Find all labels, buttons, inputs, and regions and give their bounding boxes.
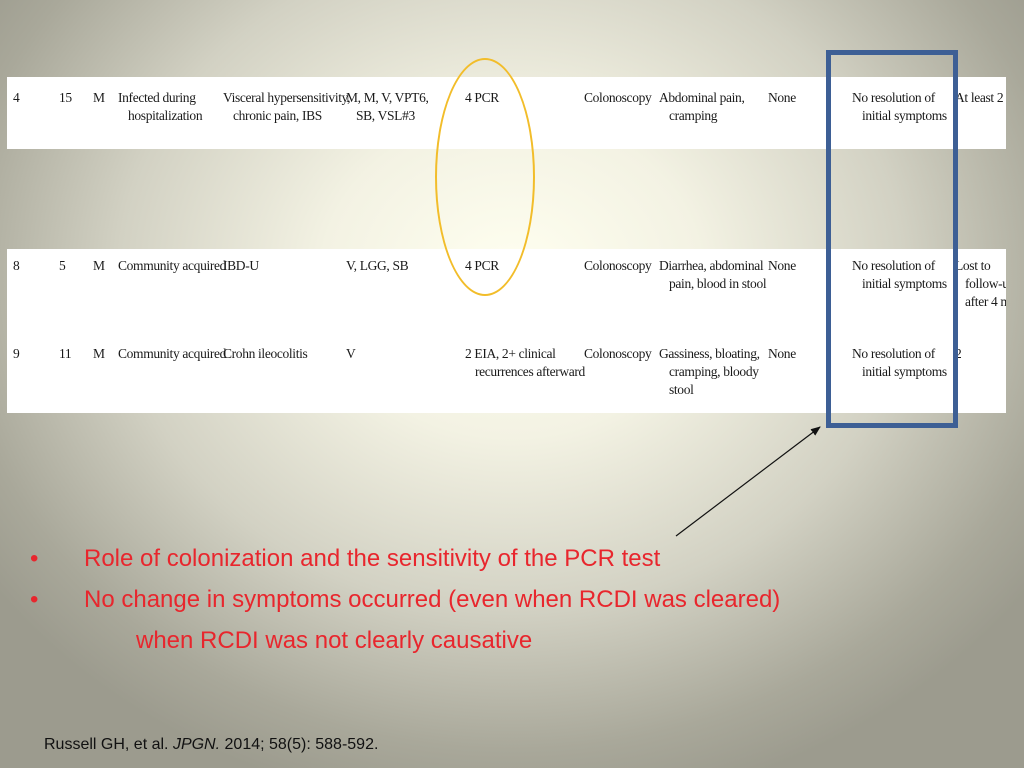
table-cell-line: 2 EIA, 2+ clinical bbox=[465, 346, 556, 361]
table-cell-line: SB, VSL#3 bbox=[356, 108, 415, 123]
table-cell-age: 11 bbox=[59, 346, 72, 361]
table-cell-complications: None bbox=[768, 257, 796, 275]
table-cell-line: Crohn ileocolitis bbox=[223, 346, 308, 361]
citation-details: 2014; 58(5): 588-592. bbox=[224, 736, 379, 753]
table-cell-line: Infected during bbox=[118, 90, 196, 105]
bullet-marker: • bbox=[30, 545, 39, 572]
table-cell-line: cramping, bloody bbox=[669, 364, 759, 379]
table-excerpt-bottom: 8 5 M Community acquired IBD-U V, LGG, SB 4 PC… bbox=[7, 249, 1006, 413]
bullet-text: No change in symptoms occurred (even whe… bbox=[84, 586, 781, 613]
table-cell-sex: M bbox=[93, 258, 105, 273]
table-cell-complications: None bbox=[768, 345, 796, 363]
table-cell-age: 15 bbox=[59, 90, 72, 105]
table-cell-treatment: V, LGG, SB bbox=[346, 257, 409, 275]
table-cell-history: Visceral hypersensitivity, chronic pain, … bbox=[223, 89, 351, 125]
table-cell-line: initial symptoms bbox=[862, 276, 947, 291]
table-cell-outcome: No resolution of initial symptoms bbox=[852, 257, 947, 293]
bullet-item-no-change: • No change in symptoms occurred (even w… bbox=[30, 579, 1010, 661]
table-cell-line: initial symptoms bbox=[862, 364, 947, 379]
table-cell-line: cramping bbox=[669, 108, 718, 123]
table-cell-age: 5 bbox=[59, 258, 66, 273]
table-cell-line: 2 bbox=[955, 346, 962, 361]
table-cell-line: initial symptoms bbox=[862, 108, 947, 123]
table-cell-followup: Lost to follow-up after 4 mo bbox=[955, 257, 1006, 311]
citation: Russell GH, et al. JPGN. 2014; 58(5): 58… bbox=[44, 736, 378, 754]
table-cell-outcome: No resolution of initial symptoms bbox=[852, 345, 947, 381]
table-cell-line: Community acquired bbox=[118, 258, 227, 273]
table-cell-modality: Colonoscopy bbox=[584, 345, 652, 363]
table-cell-line: hospitalization bbox=[128, 108, 203, 123]
table-cell-line: Gassiness, bloating, bbox=[659, 346, 760, 361]
table-cell-case: 4 bbox=[13, 90, 20, 105]
table-cell-line: Community acquired bbox=[118, 346, 227, 361]
table-cell-line: None bbox=[768, 90, 796, 105]
callout-arrow-line bbox=[675, 426, 821, 537]
table-cell-line: Diarrhea, abdominal bbox=[659, 258, 764, 273]
table-cell-line: recurrences afterward bbox=[475, 364, 585, 379]
table-cell-line: Lost to bbox=[955, 258, 991, 273]
table-cell-diagnostic: 2 EIA, 2+ clinical recurrences afterward bbox=[465, 345, 585, 381]
bullet-list: • Role of colonization and the sensitivi… bbox=[30, 538, 1010, 661]
table-cell-complications: None bbox=[768, 89, 796, 107]
citation-journal: JPGN. bbox=[172, 736, 221, 753]
citation-authors: Russell GH, et al. bbox=[44, 736, 169, 753]
outcome-column-highlight-box bbox=[826, 50, 958, 428]
table-cell-sex: M bbox=[93, 346, 105, 361]
diagnostic-test-highlight-oval bbox=[435, 58, 535, 296]
table-cell-acquisition: Community acquired bbox=[118, 345, 226, 363]
table-cell-line: V bbox=[346, 346, 356, 361]
table-cell-outcome: No resolution of initial symptoms bbox=[852, 89, 947, 125]
table-cell-line: M, M, V, VPT6, bbox=[346, 90, 429, 105]
table-cell-acquisition: Community acquired bbox=[118, 257, 226, 275]
table-cell-line: Colonoscopy bbox=[584, 346, 652, 361]
table-cell-line: Abdominal pain, bbox=[659, 90, 745, 105]
bullet-text: Role of colonization and the sensitivity… bbox=[84, 545, 661, 572]
table-cell-case: 9 bbox=[13, 346, 20, 361]
table-cell-line: None bbox=[768, 258, 796, 273]
table-cell-line: IBD-U bbox=[223, 258, 259, 273]
table-cell-line: No resolution of bbox=[852, 258, 935, 273]
table-cell-line: V, LGG, SB bbox=[346, 258, 409, 273]
table-cell-symptoms: Gassiness, bloating, cramping, bloody stoo… bbox=[659, 345, 760, 399]
table-cell-line: No resolution of bbox=[852, 90, 935, 105]
table-cell-line: pain, blood in stool bbox=[669, 276, 767, 291]
table-cell-line: follow-up bbox=[965, 276, 1006, 291]
table-cell-line: after 4 mo bbox=[965, 294, 1006, 309]
table-cell-followup: At least 2 bbox=[955, 89, 1004, 107]
table-cell-modality: Colonoscopy bbox=[584, 257, 652, 275]
table-cell-sex: M bbox=[93, 90, 105, 105]
table-cell-symptoms: Abdominal pain, cramping bbox=[659, 89, 745, 125]
table-cell-line: Colonoscopy bbox=[584, 258, 652, 273]
table-cell-symptoms: Diarrhea, abdominal pain, blood in stool bbox=[659, 257, 767, 293]
table-cell-history: IBD-U bbox=[223, 257, 259, 275]
table-cell-treatment: M, M, V, VPT6, SB, VSL#3 bbox=[346, 89, 429, 125]
table-cell-case: 8 bbox=[13, 258, 20, 273]
bullet-marker: • bbox=[30, 586, 39, 613]
table-cell-line: chronic pain, IBS bbox=[233, 108, 322, 123]
table-cell-history: Crohn ileocolitis bbox=[223, 345, 308, 363]
bullet-item-colonization: • Role of colonization and the sensitivi… bbox=[30, 538, 1010, 579]
table-cell-line: stool bbox=[669, 382, 694, 397]
table-cell-acquisition: Infected during hospitalization bbox=[118, 89, 203, 125]
table-cell-modality: Colonoscopy bbox=[584, 89, 652, 107]
table-cell-followup: 2 bbox=[955, 345, 962, 363]
table-cell-line: Visceral hypersensitivity, bbox=[223, 90, 351, 105]
bullet-text-continuation: when RCDI was not clearly causative bbox=[136, 627, 533, 654]
table-cell-line: No resolution of bbox=[852, 346, 935, 361]
table-cell-line: Colonoscopy bbox=[584, 90, 652, 105]
table-cell-line: At least 2 bbox=[955, 90, 1004, 105]
table-cell-line: None bbox=[768, 346, 796, 361]
table-cell-treatment: V bbox=[346, 345, 356, 363]
